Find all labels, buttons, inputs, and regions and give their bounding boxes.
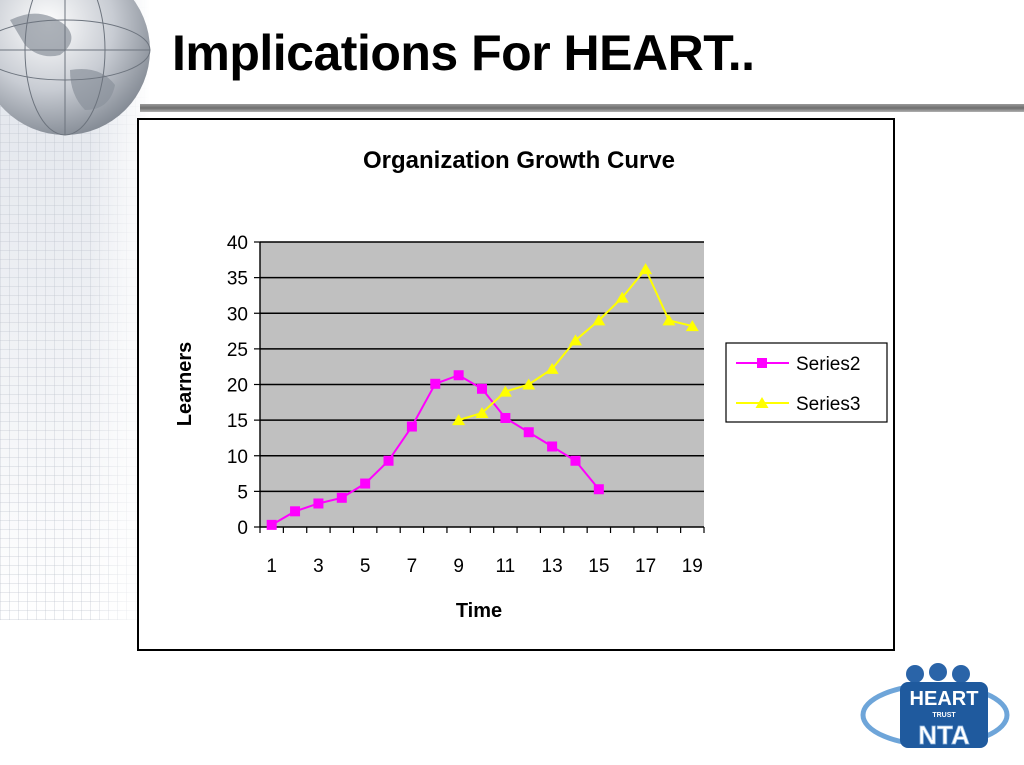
axes: [254, 241, 705, 533]
x-tick-label: 13: [542, 556, 563, 577]
y-tick-label: 20: [227, 376, 248, 397]
gridlines: [260, 241, 704, 493]
x-tick-label: 19: [682, 556, 703, 577]
line-chart: Organization Growth Curve 05101520253035…: [174, 147, 888, 622]
data-point: [547, 441, 558, 452]
x-tick-label: 7: [407, 556, 418, 577]
y-tick-label: 5: [237, 482, 248, 503]
x-tick-label: 15: [588, 556, 609, 577]
logo-heart-text: HEART: [910, 688, 979, 710]
slide-title: Implications For HEART..: [172, 25, 755, 81]
y-tick-label: 25: [227, 340, 248, 361]
data-point: [592, 314, 606, 326]
data-point: [522, 378, 536, 390]
data-point: [475, 407, 489, 418]
x-tick-label: 11: [496, 556, 516, 577]
logo-trust-text: TRUST: [932, 712, 956, 719]
data-point: [430, 378, 441, 389]
data-point: [639, 263, 653, 275]
data-point: [568, 334, 582, 346]
data-point: [498, 385, 512, 397]
x-tick-label: 17: [635, 556, 656, 577]
y-tick-label: 35: [227, 269, 248, 290]
legend-item-series3: Series3: [736, 394, 860, 415]
x-axis-label: Time: [456, 600, 502, 622]
series-series2: [266, 370, 604, 530]
data-point: [266, 519, 277, 530]
series-series3: [452, 263, 699, 426]
data-point: [523, 427, 534, 438]
data-point: [290, 506, 301, 517]
data-point: [336, 492, 347, 503]
data-point: [452, 414, 466, 426]
legend-label: Series3: [796, 394, 860, 415]
data-point: [453, 370, 464, 381]
data-point: [685, 320, 699, 332]
data-point: [500, 412, 511, 423]
data-point: [406, 421, 417, 432]
y-axis-label: Learners: [174, 342, 196, 427]
legend-marker: [755, 397, 769, 408]
y-tick-label: 30: [227, 304, 248, 325]
x-tick-label: 5: [360, 556, 371, 577]
data-point: [615, 291, 629, 303]
chart-frame: Organization Growth Curve 0 5 10 15 20 25 30 35…: [137, 118, 895, 651]
data-point: [360, 478, 371, 489]
logo-nta-text: NTA: [918, 720, 970, 750]
chart-title: Organization Growth Curve: [363, 147, 675, 174]
y-tick-label: 0: [237, 518, 248, 539]
data-point: [477, 383, 487, 394]
y-tick-label: 10: [227, 447, 248, 468]
globe-icon: [0, 0, 151, 136]
data-point: [383, 455, 394, 466]
legend-box: [725, 342, 888, 423]
y-tick-label: 15: [227, 411, 248, 432]
data-point: [545, 362, 559, 374]
legend-marker: [757, 358, 767, 368]
data-point: [313, 498, 324, 509]
y-tick-label: 40: [227, 233, 248, 254]
series-layer: [266, 263, 699, 530]
x-tick-label: 1: [266, 556, 277, 577]
legend: Series2 Series3: [725, 342, 888, 423]
legend-label: Series2: [796, 354, 860, 375]
x-tick-label: 3: [313, 556, 324, 577]
data-point: [570, 455, 581, 466]
title-divider: [140, 104, 1024, 112]
legend-item-series2: Series2: [736, 354, 860, 375]
x-tick-label: 9: [453, 556, 464, 577]
heart-trust-nta-logo: HEART TRUST NTA: [860, 663, 1010, 750]
data-point: [662, 314, 676, 326]
data-point: [593, 484, 604, 495]
